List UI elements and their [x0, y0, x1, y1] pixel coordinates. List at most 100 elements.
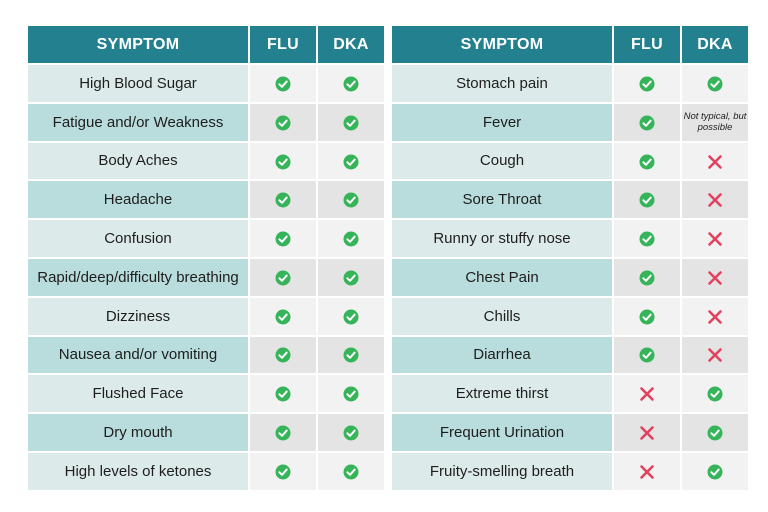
- flu-cell: [614, 142, 680, 180]
- symptom-table-left: SYMPTOM FLU DKA High Blood Sugar Fatigue …: [26, 24, 386, 492]
- symptom-cell: Chest Pain: [392, 258, 612, 296]
- dka-cell: [682, 297, 748, 335]
- flu-header: FLU: [250, 26, 316, 63]
- table-row: Stomach pain: [392, 65, 748, 102]
- flu-cell: [614, 258, 680, 296]
- dka-cell: [682, 452, 748, 490]
- check-icon: [343, 76, 359, 92]
- dka-cell: [318, 65, 384, 102]
- dka-header: DKA: [318, 26, 384, 63]
- check-icon: [639, 231, 655, 247]
- table-row: Flushed Face: [28, 375, 384, 413]
- dka-cell: [318, 220, 384, 257]
- table-row: Fever Not typical, but possible: [392, 103, 748, 141]
- dka-cell: [318, 414, 384, 451]
- flu-cell: [250, 452, 316, 490]
- symptom-cell: Body Aches: [28, 142, 248, 180]
- check-icon: [275, 464, 291, 480]
- dka-cell: [318, 142, 384, 180]
- flu-cell: [250, 258, 316, 296]
- symptom-header: SYMPTOM: [392, 26, 612, 63]
- table-row: Chills: [392, 297, 748, 335]
- check-icon: [275, 192, 291, 208]
- symptom-table-right: SYMPTOM FLU DKA Stomach pain Fever Not typ…: [390, 24, 750, 492]
- check-icon: [275, 115, 291, 131]
- dka-cell: [318, 181, 384, 219]
- dka-cell: [318, 297, 384, 335]
- cross-icon: [708, 348, 722, 363]
- check-icon: [707, 464, 723, 480]
- dka-cell: [682, 142, 748, 180]
- check-icon: [639, 115, 655, 131]
- symptom-cell: Flushed Face: [28, 375, 248, 413]
- check-icon: [275, 386, 291, 402]
- dka-cell: [682, 375, 748, 413]
- dka-cell: [318, 103, 384, 141]
- symptom-cell: Stomach pain: [392, 65, 612, 102]
- flu-cell: [614, 375, 680, 413]
- symptom-cell: Fatigue and/or Weakness: [28, 103, 248, 141]
- table-row: Runny or stuffy nose: [392, 220, 748, 257]
- dka-cell: [682, 414, 748, 451]
- dka-cell: Not typical, but possible: [682, 103, 748, 141]
- table-row: Cough: [392, 142, 748, 180]
- symptom-cell: High levels of ketones: [28, 452, 248, 490]
- table-row: Chest Pain: [392, 258, 748, 296]
- symptom-cell: Fruity-smelling breath: [392, 452, 612, 490]
- flu-cell: [614, 65, 680, 102]
- table-row: Fruity-smelling breath: [392, 452, 748, 490]
- symptom-cell: Runny or stuffy nose: [392, 220, 612, 257]
- symptom-cell: Chills: [392, 297, 612, 335]
- symptom-cell: Frequent Urination: [392, 414, 612, 451]
- symptom-cell: Nausea and/or vomiting: [28, 336, 248, 374]
- flu-cell: [250, 336, 316, 374]
- header-row: SYMPTOM FLU DKA: [28, 26, 384, 63]
- check-icon: [707, 386, 723, 402]
- symptom-comparison: SYMPTOM FLU DKA High Blood Sugar Fatigue …: [26, 24, 750, 492]
- table-row: Diarrhea: [392, 336, 748, 374]
- dka-cell: [682, 258, 748, 296]
- check-icon: [639, 154, 655, 169]
- flu-cell: [614, 414, 680, 451]
- flu-cell: [614, 220, 680, 257]
- table-row: Body Aches: [28, 142, 384, 180]
- table-row: Fatigue and/or Weakness: [28, 103, 384, 141]
- cross-icon: [640, 387, 654, 402]
- symptom-cell: Dry mouth: [28, 414, 248, 451]
- symptom-cell: Dizziness: [28, 297, 248, 335]
- table-row: Headache: [28, 181, 384, 219]
- symptom-cell: Rapid/deep/difficulty breathing: [28, 258, 248, 296]
- cross-icon: [640, 465, 654, 479]
- dka-cell: [318, 375, 384, 413]
- symptom-cell: Sore Throat: [392, 181, 612, 219]
- flu-cell: [250, 65, 316, 102]
- table-row: Extreme thirst: [392, 375, 748, 413]
- check-icon: [343, 347, 359, 363]
- check-icon: [343, 309, 359, 325]
- flu-cell: [614, 452, 680, 490]
- check-icon: [639, 309, 655, 325]
- symptom-cell: Headache: [28, 181, 248, 219]
- flu-header: FLU: [614, 26, 680, 63]
- dka-cell: [682, 336, 748, 374]
- check-icon: [707, 425, 723, 441]
- check-icon: [343, 464, 359, 480]
- dka-cell: [682, 181, 748, 219]
- symptom-cell: Extreme thirst: [392, 375, 612, 413]
- table-body: High Blood Sugar Fatigue and/or Weakness B…: [28, 65, 384, 490]
- flu-cell: [250, 297, 316, 335]
- symptom-cell: Fever: [392, 103, 612, 141]
- dka-note: Not typical, but possible: [683, 110, 747, 133]
- check-icon: [343, 425, 359, 441]
- check-icon: [275, 425, 291, 441]
- table-row: Frequent Urination: [392, 414, 748, 451]
- dka-cell: [682, 65, 748, 102]
- check-icon: [343, 192, 359, 208]
- symptom-header: SYMPTOM: [28, 26, 248, 63]
- check-icon: [275, 309, 291, 325]
- check-icon: [343, 270, 359, 286]
- flu-cell: [614, 336, 680, 374]
- table-row: High Blood Sugar: [28, 65, 384, 102]
- check-icon: [275, 76, 291, 92]
- flu-cell: [250, 220, 316, 257]
